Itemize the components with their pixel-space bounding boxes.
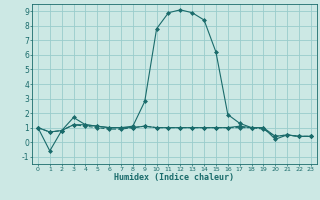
X-axis label: Humidex (Indice chaleur): Humidex (Indice chaleur) [115, 173, 234, 182]
